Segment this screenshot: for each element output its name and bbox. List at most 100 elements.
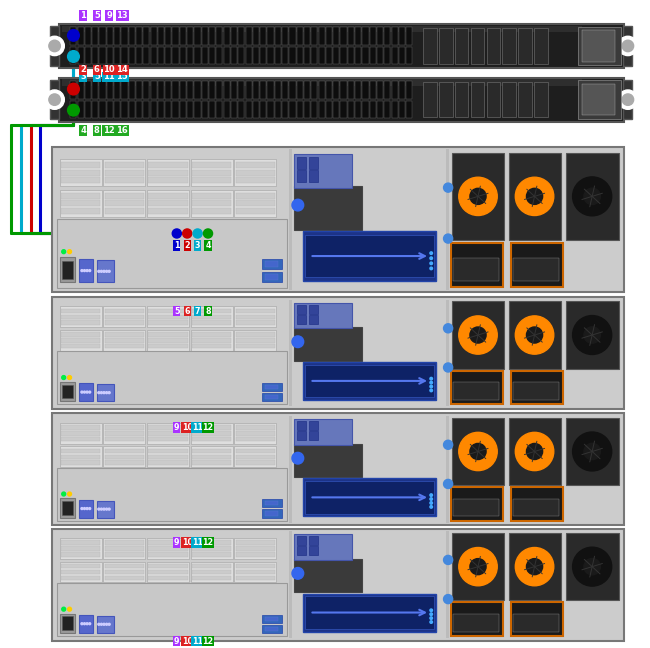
Bar [377, 47, 383, 64]
Bar [61, 425, 100, 430]
Text: 2: 2 [80, 65, 86, 75]
Circle shape [430, 621, 432, 623]
Bar [148, 540, 188, 545]
Bar [143, 27, 150, 45]
Bar [105, 320, 144, 325]
Bar [406, 27, 412, 45]
Bar [216, 27, 222, 45]
Bar [296, 27, 303, 45]
Bar [192, 178, 231, 183]
Bar [151, 100, 157, 118]
Bar [326, 100, 332, 118]
Bar [333, 81, 339, 98]
Bar [216, 47, 222, 64]
Bar [61, 570, 100, 574]
Bar [107, 47, 113, 64]
Bar [165, 27, 172, 45]
Bar [61, 208, 100, 214]
Bar [172, 47, 179, 64]
Bar [148, 431, 188, 435]
Bar [61, 449, 100, 454]
Bar [236, 552, 275, 557]
Bar [50, 26, 59, 65]
Bar [511, 243, 563, 286]
Bar [187, 100, 193, 118]
Bar [289, 531, 292, 638]
Bar [311, 27, 317, 45]
Bar [341, 47, 346, 64]
Bar [97, 616, 114, 632]
Bar [236, 178, 275, 183]
Bar [235, 307, 276, 327]
Bar [148, 200, 188, 206]
Bar [238, 100, 244, 118]
Circle shape [203, 229, 213, 238]
Bar [236, 332, 275, 337]
Bar [341, 100, 346, 118]
Bar [180, 100, 186, 118]
Bar [79, 500, 93, 518]
Bar [61, 178, 100, 183]
Bar [191, 307, 233, 327]
Bar [151, 81, 157, 98]
Circle shape [101, 270, 103, 272]
Circle shape [105, 270, 108, 272]
Bar [623, 26, 632, 65]
Circle shape [430, 617, 432, 619]
Bar [148, 570, 188, 574]
Circle shape [83, 270, 86, 272]
Bar [508, 301, 560, 369]
Bar [452, 533, 504, 600]
Bar [309, 305, 318, 314]
Text: 9: 9 [174, 636, 179, 645]
Bar [143, 81, 150, 98]
Circle shape [292, 200, 304, 211]
Bar [148, 320, 188, 325]
Bar [297, 537, 306, 546]
Text: 6: 6 [185, 307, 190, 316]
Bar [62, 261, 73, 279]
Bar [60, 498, 75, 518]
Bar [60, 330, 101, 351]
Bar [97, 501, 114, 518]
Bar [311, 47, 317, 64]
Bar [289, 100, 296, 118]
Bar [333, 100, 339, 118]
Bar [282, 81, 288, 98]
Circle shape [98, 391, 100, 393]
Bar [122, 27, 127, 45]
Bar [471, 29, 484, 64]
Circle shape [584, 188, 601, 205]
Bar [70, 81, 77, 98]
Bar [172, 81, 179, 98]
Circle shape [68, 607, 72, 611]
Bar [192, 575, 231, 580]
Bar [52, 413, 624, 526]
Text: 11: 11 [192, 636, 203, 645]
Bar [148, 552, 188, 557]
Bar [262, 614, 281, 623]
Bar [566, 301, 619, 369]
Circle shape [98, 270, 100, 272]
Bar [105, 540, 144, 545]
Bar [236, 454, 275, 459]
Bar [238, 81, 244, 98]
Bar [235, 159, 276, 186]
Circle shape [443, 595, 452, 604]
Bar [236, 540, 275, 545]
Bar [58, 78, 624, 122]
Bar [122, 47, 127, 64]
Circle shape [430, 613, 432, 616]
Bar [60, 562, 101, 583]
Bar [129, 81, 135, 98]
Bar [148, 178, 188, 183]
Bar [236, 425, 275, 430]
Bar [103, 330, 145, 351]
Bar [180, 27, 186, 45]
Bar [231, 100, 237, 118]
Circle shape [430, 381, 432, 384]
Bar [236, 564, 275, 568]
Bar [61, 575, 100, 580]
Circle shape [68, 83, 79, 95]
Circle shape [430, 385, 432, 388]
